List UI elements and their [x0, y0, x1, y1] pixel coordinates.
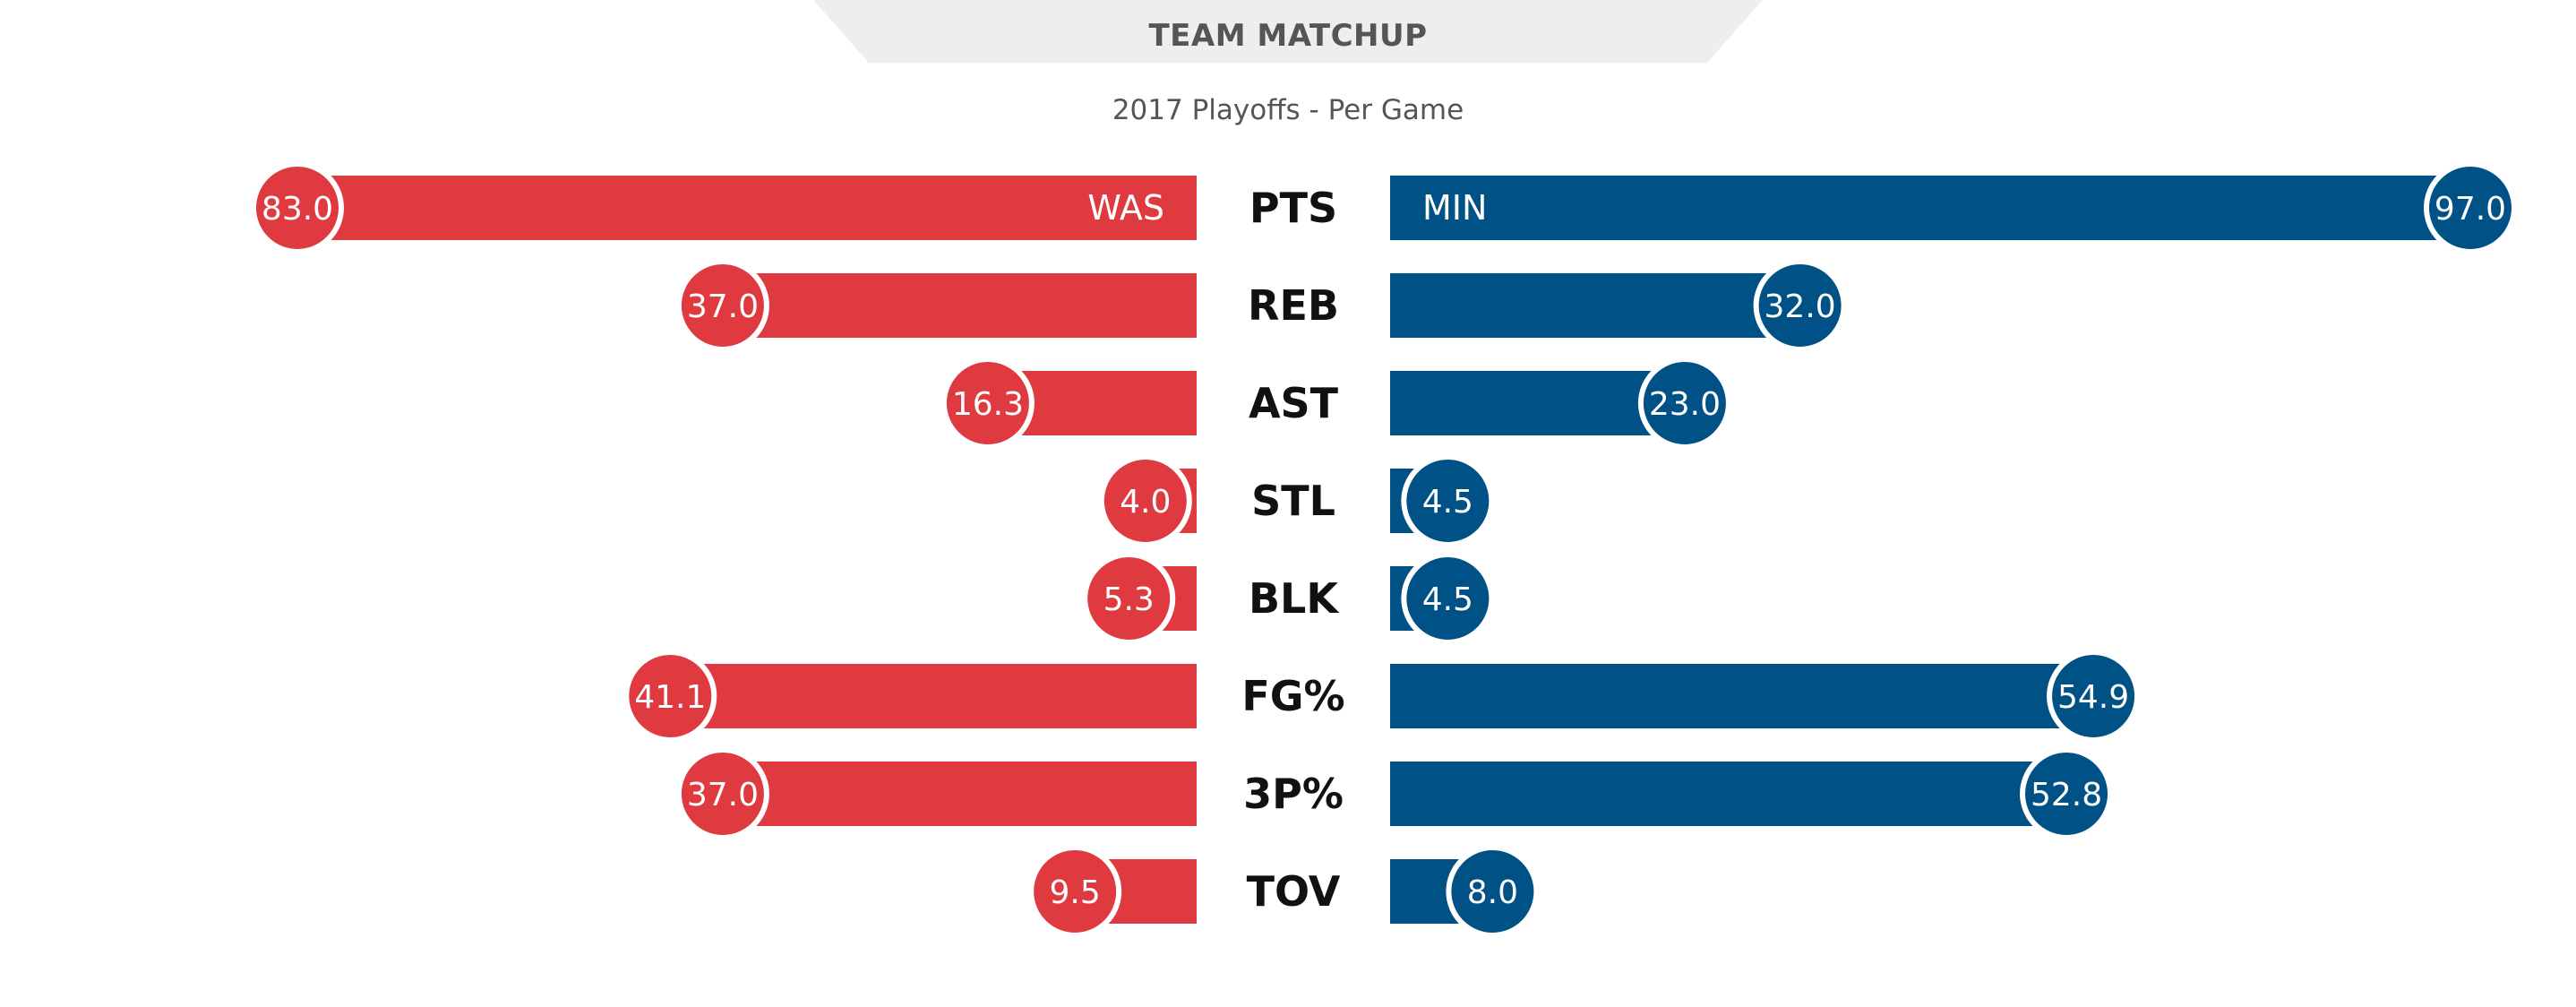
value-label-min-pts: 97.0 — [2434, 191, 2506, 228]
value-bubble-min-stl — [1401, 454, 1495, 547]
bar-min-reb — [1390, 273, 1800, 338]
bar-min-pts — [1390, 176, 2470, 240]
value-bubble-min-3p-pct — [2020, 747, 2114, 840]
value-label-was-pts: 83.0 — [262, 191, 333, 228]
value-bubble-was-3p-pct — [675, 747, 769, 840]
bar-was-3p-pct — [722, 762, 1197, 826]
value-label-was-stl: 4.0 — [1120, 484, 1171, 521]
bar-min-ast — [1390, 371, 1685, 435]
bar-min-3p-pct — [1390, 762, 2067, 826]
value-bubble-was-pts — [251, 161, 344, 254]
value-bubble-was-fg-pct — [623, 650, 717, 743]
team-label-right: MIN — [1422, 188, 1487, 228]
value-label-min-fg-pct: 54.9 — [2057, 679, 2129, 716]
header-tab-shape — [813, 0, 1763, 63]
team-label-left: WAS — [1087, 188, 1164, 228]
value-label-min-ast: 23.0 — [1649, 386, 1721, 423]
value-label-min-reb: 32.0 — [1765, 288, 1836, 325]
value-bubble-was-blk — [1082, 552, 1176, 645]
bar-min-fg-pct — [1390, 664, 2094, 728]
value-bubble-min-ast — [1637, 357, 1731, 450]
value-bubble-min-tov — [1446, 845, 1540, 938]
value-label-min-tov: 8.0 — [1467, 874, 1518, 911]
value-bubble-min-fg-pct — [2047, 650, 2141, 743]
value-bubble-min-blk — [1401, 552, 1495, 645]
value-label-min-blk: 4.5 — [1422, 581, 1473, 618]
value-bubble-min-pts — [2424, 161, 2517, 254]
bar-was-fg-pct — [670, 664, 1197, 728]
category-label-blk: BLK — [1249, 574, 1340, 623]
value-label-was-tov: 9.5 — [1050, 874, 1101, 911]
value-bubble-min-reb — [1753, 259, 1847, 352]
value-label-was-ast: 16.3 — [952, 386, 1024, 423]
value-bubble-was-reb — [675, 259, 769, 352]
category-label-tov: TOV — [1247, 867, 1341, 916]
category-label-reb: REB — [1248, 281, 1339, 330]
category-label-3p-pct: 3P% — [1243, 770, 1344, 818]
category-label-fg-pct: FG% — [1241, 672, 1344, 720]
value-bubble-was-tov — [1028, 845, 1122, 938]
value-label-was-fg-pct: 41.1 — [634, 679, 706, 716]
bar-was-pts — [297, 176, 1197, 240]
value-label-was-reb: 37.0 — [687, 288, 759, 325]
category-label-pts: PTS — [1249, 184, 1337, 232]
value-bubble-was-ast — [940, 357, 1035, 450]
value-label-was-3p-pct: 37.0 — [687, 777, 759, 813]
bar-was-reb — [722, 273, 1197, 338]
category-label-stl: STL — [1251, 477, 1335, 525]
value-label-min-stl: 4.5 — [1422, 484, 1473, 521]
header-title: TEAM MATCHUP — [1148, 18, 1428, 54]
value-bubble-was-stl — [1098, 454, 1192, 547]
category-label-ast: AST — [1249, 379, 1339, 427]
chart-subtitle: 2017 Playoffs - Per Game — [1112, 94, 1464, 126]
value-label-was-blk: 5.3 — [1103, 581, 1155, 618]
value-label-min-3p-pct: 52.8 — [2031, 777, 2102, 813]
header-tab — [813, 0, 1763, 63]
